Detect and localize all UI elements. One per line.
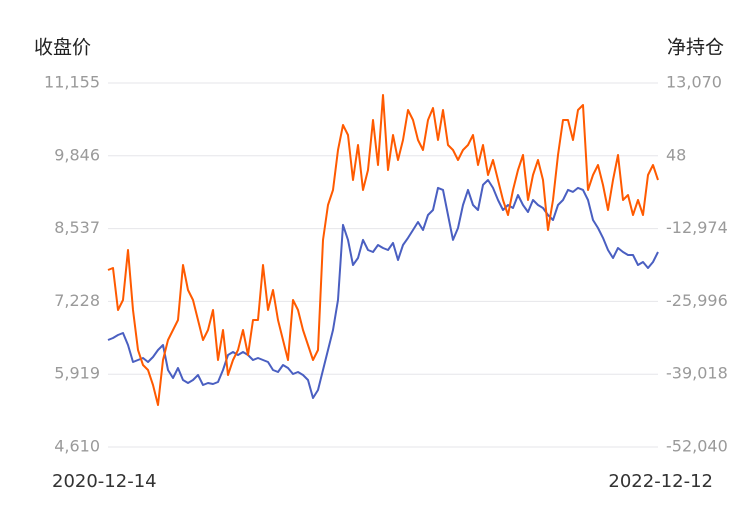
- x-tick-label: 2022-12-12: [608, 471, 713, 492]
- y-tick-label: 7,228: [54, 291, 100, 310]
- y2-tick-label: 48: [666, 145, 686, 164]
- y2-axis-title: 净持仓: [667, 37, 724, 59]
- y2-tick-label: 13,070: [666, 73, 722, 92]
- y-tick-label: 11,155: [44, 73, 100, 92]
- series-line: [107, 94, 659, 406]
- y-tick-label: 8,537: [54, 218, 100, 237]
- y-axis-title: 收盘价: [34, 37, 91, 59]
- y2-tick-label: -25,996: [666, 291, 728, 310]
- y-tick-label: 5,919: [54, 364, 100, 383]
- x-tick-label: 2020-12-14: [52, 471, 157, 492]
- y2-tick-label: -12,974: [666, 218, 728, 237]
- y2-tick-label: -52,040: [666, 437, 728, 456]
- y2-tick-label: -39,018: [666, 364, 728, 383]
- y-tick-label: 4,610: [54, 437, 100, 456]
- series-line: [107, 179, 659, 399]
- y-tick-label: 9,846: [54, 145, 100, 164]
